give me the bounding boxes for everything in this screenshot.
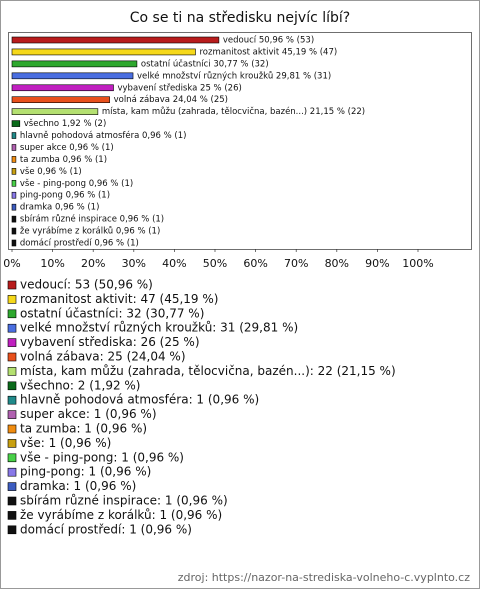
legend-label: dramka: 1 (0,96 %) — [20, 479, 136, 493]
legend-swatch — [7, 453, 17, 463]
legend-swatch — [7, 424, 17, 434]
bar — [11, 132, 17, 139]
bar-label: super akce 0,96 % (1) — [20, 143, 114, 153]
legend-swatch — [7, 395, 17, 405]
bar-label: vše - ping-pong 0,96 % (1) — [20, 178, 133, 189]
legend-swatch — [7, 525, 17, 535]
x-tick-label: 10% — [40, 257, 64, 270]
bar — [11, 72, 134, 80]
bar-label: vše 0,96 % (1) — [20, 166, 82, 177]
bar — [11, 144, 17, 151]
legend-swatch — [7, 338, 17, 347]
source: zdroj: https://nazor-na-strediska-volneh… — [178, 571, 470, 584]
x-tick-label: 100% — [402, 257, 433, 270]
legend-swatch — [7, 323, 17, 333]
bar-label: volná zábava 24,04 % (25) — [114, 95, 228, 105]
bar-label: dramka 0,96 % (1) — [20, 203, 100, 213]
bar — [11, 96, 110, 104]
legend-label: velké množství různých kroužků: 31 (29,8… — [20, 321, 298, 335]
x-tick-label: 90% — [365, 257, 389, 270]
bar — [11, 203, 17, 211]
legend-label: ta zumba: 1 (0,96 %) — [20, 422, 147, 436]
legend-swatch — [7, 496, 17, 506]
bar — [11, 239, 17, 247]
legend-label: ping-pong: 1 (0,96 %) — [20, 465, 151, 479]
bar — [11, 120, 21, 127]
chart-title: Co se ti na středisku nejvíc líbí? — [130, 10, 350, 26]
x-tick-label: 70% — [284, 257, 308, 270]
bar — [11, 191, 17, 199]
bar — [11, 36, 220, 44]
legend-label: ostatní účastníci: 32 (30,77 %) — [20, 306, 204, 320]
bar-label: hlavně pohodová atmosféra 0,96 % (1) — [20, 130, 187, 141]
x-tick-label: 60% — [243, 257, 267, 270]
bar — [11, 179, 17, 187]
legend-label: vedoucí: 53 (50,96 %) — [20, 278, 153, 292]
bar-label: velké množství různých kroužků 29,81 % (… — [137, 70, 331, 81]
bar-label: rozmanitost aktivit 45,19 % (47) — [199, 47, 337, 57]
bar — [11, 60, 138, 68]
legend-swatch — [7, 309, 17, 319]
legend-swatch — [7, 352, 17, 362]
bar — [11, 84, 114, 92]
legend-label: vybavení střediska: 26 (25 %) — [20, 335, 200, 349]
legend-label: sbírám různé inspirace: 1 (0,96 %) — [20, 494, 228, 508]
legend-swatch — [7, 295, 17, 304]
bar-label: ta zumba 0,96 % (1) — [20, 155, 107, 165]
legend-swatch — [7, 280, 17, 290]
legend-swatch — [7, 439, 17, 448]
x-tick-label: 30% — [122, 257, 146, 270]
bar-label: ostatní účastníci 30,77 % (32) — [141, 58, 269, 69]
legend-label: volná zábava: 25 (24,04 %) — [20, 350, 186, 364]
legend-label: vše - ping-pong: 1 (0,96 %) — [20, 450, 184, 464]
bar-label: ping-pong 0,96 % (1) — [20, 191, 110, 201]
legend-swatch — [7, 381, 17, 391]
legend-label: domácí prostředí: 1 (0,96 %) — [20, 522, 192, 536]
bar — [11, 108, 99, 115]
legend-label: super akce: 1 (0,96 %) — [20, 407, 157, 421]
bar — [11, 227, 17, 235]
legend-label: rozmanitost aktivit: 47 (45,19 %) — [20, 292, 218, 306]
bar — [11, 156, 17, 163]
x-tick-label: 40% — [162, 257, 186, 270]
bar — [11, 168, 17, 175]
x-tick-label: 0% — [3, 257, 20, 270]
plot-box — [8, 32, 472, 250]
legend-swatch — [7, 410, 17, 419]
legend-label: místa, kam můžu (zahrada, tělocvična, ba… — [20, 364, 396, 378]
bar-label: domácí prostředí 0,96 % (1) — [20, 239, 139, 249]
x-tick-label: 80% — [325, 257, 349, 270]
legend-label: hlavně pohodová atmosféra: 1 (0,96 %) — [20, 393, 259, 407]
x-tick-label: 50% — [203, 257, 227, 270]
bar-label: všechno 1,92 % (2) — [24, 118, 107, 129]
bar-label: vedoucí 50,96 % (53) — [223, 36, 314, 46]
bar — [11, 215, 17, 223]
bar-label: že vyrábíme z korálků 0,96 % (1) — [20, 226, 160, 237]
legend-label: všechno: 2 (1,92 %) — [20, 378, 141, 392]
legend-label: vše: 1 (0,96 %) — [20, 436, 111, 450]
bar-label: vybavení střediska 25 % (26) — [118, 83, 242, 93]
bar-label: sbírám různé inspirace 0,96 % (1) — [20, 214, 164, 225]
x-tick-label: 20% — [81, 257, 105, 270]
bar-label: místa, kam můžu (zahrada, tělocvična, ba… — [102, 106, 365, 117]
legend-label: že vyrábíme z korálků: 1 (0,96 %) — [20, 508, 222, 522]
legend-swatch — [7, 467, 17, 477]
legend-swatch — [7, 511, 17, 520]
legend-swatch — [7, 482, 17, 491]
bar — [11, 48, 196, 56]
legend-swatch — [7, 367, 17, 376]
